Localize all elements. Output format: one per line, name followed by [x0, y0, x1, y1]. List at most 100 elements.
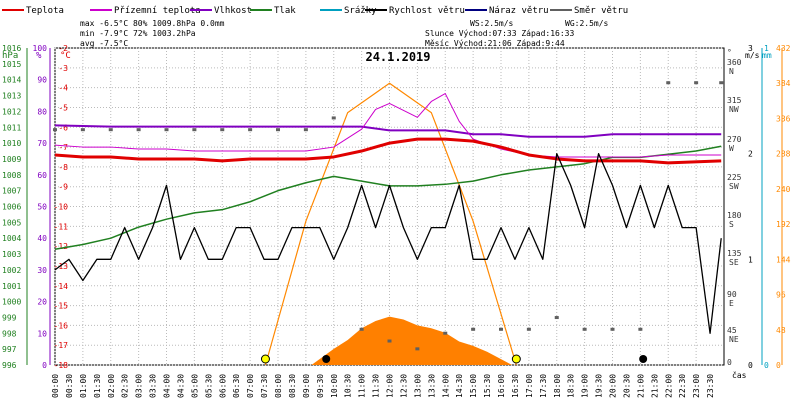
wind-direction-mark	[526, 327, 531, 331]
tick-label-time: 09:30	[316, 374, 325, 398]
wind-direction-mark	[582, 327, 587, 331]
tick-label-hpa: 997	[2, 345, 17, 354]
tick-label-time: 09:00	[302, 374, 311, 398]
tick-label-hpa: 1016	[2, 44, 21, 53]
tick-label-time: 17:30	[539, 374, 548, 398]
tick-label-pct: 40	[37, 234, 47, 243]
tick-label-time: 23:30	[706, 374, 715, 398]
axis-unit-mm: mm	[762, 51, 772, 60]
tick-label-temp: -3	[58, 64, 68, 73]
tick-label-hpa: 1006	[2, 203, 21, 212]
tick-label-time: 22:00	[664, 374, 673, 398]
axis-unit-dir: °	[727, 48, 732, 57]
radiation-line	[264, 82, 517, 366]
wind-direction-mark	[719, 81, 724, 85]
tick-label-sol: 0	[776, 361, 781, 370]
tick-label-time: 19:00	[581, 374, 590, 398]
tick-label-time: 05:00	[190, 374, 199, 398]
tick-label-dir: SW	[729, 182, 739, 191]
tick-label-time: 12:30	[399, 374, 408, 398]
tick-label-time: 10:00	[330, 374, 339, 398]
tick-label-mm: 0	[764, 361, 769, 370]
chart-title: 24.1.2019	[365, 50, 430, 64]
tick-label-pct: 10	[37, 329, 47, 338]
tick-label-hpa: 996	[2, 361, 17, 370]
tick-label-temp: -15	[54, 302, 69, 311]
tick-label-hpa: 1001	[2, 282, 21, 291]
tick-label-temp: -4	[58, 84, 68, 93]
tick-label-temp: -13	[54, 262, 69, 271]
wind-direction-mark	[610, 327, 615, 331]
tick-label-hpa: 1005	[2, 218, 21, 227]
tick-label-dir: 315	[727, 96, 742, 105]
legend-label: Směr větru	[574, 6, 628, 16]
tick-label-pct: 70	[37, 139, 47, 148]
axis-unit-pct: %	[36, 51, 42, 61]
tick-label-time: 11:00	[358, 374, 367, 398]
tick-label-hpa: 1004	[2, 234, 21, 243]
tick-label-dir: 45	[727, 326, 737, 335]
tick-label-time: 02:00	[107, 374, 116, 398]
tick-label-temp: -6	[58, 123, 68, 132]
tick-label-temp: -17	[54, 341, 69, 350]
tick-label-pct: 80	[37, 107, 47, 116]
wind-direction-mark	[303, 128, 308, 132]
wind-direction-mark	[554, 316, 559, 320]
tick-label-pct: 20	[37, 298, 47, 307]
tick-label-time: 22:30	[678, 374, 687, 398]
tick-label-hpa: 1007	[2, 187, 21, 196]
tick-label-time: 02:30	[121, 374, 130, 398]
tick-label-sol: 48	[776, 326, 786, 335]
tick-label-time: 07:00	[246, 374, 255, 398]
tick-label-dir: 225	[727, 173, 742, 182]
axis-unit-hpa: hPa	[2, 51, 18, 61]
tick-label-pct: 0	[42, 361, 47, 370]
tick-label-temp: -7	[58, 143, 68, 152]
series-line-rychlostvtru	[54, 153, 722, 334]
stat-ws: WS:2.5m/s	[470, 19, 514, 28]
tick-label-time: 03:00	[135, 374, 144, 398]
tick-label-time: 13:30	[427, 374, 436, 398]
tick-label-time: 16:30	[511, 374, 520, 398]
tick-label-hpa: 1010	[2, 139, 21, 148]
legend-label: Srážky	[344, 6, 377, 16]
tick-label-time: 06:30	[232, 374, 241, 398]
tick-label-time: 13:00	[413, 374, 422, 398]
tick-label-hpa: 1008	[2, 171, 21, 180]
stat-max: max -6.5°C 80% 1009.8hPa 0.0mm	[80, 19, 225, 28]
tick-label-ms: 3	[748, 44, 753, 53]
wind-direction-mark	[80, 128, 85, 132]
axis-label-time: čas	[732, 370, 747, 380]
tick-label-time: 19:30	[595, 374, 604, 398]
tick-label-hpa: 1012	[2, 107, 21, 116]
wind-direction-mark	[443, 331, 448, 335]
stat-avg: avg -7.5°C	[80, 39, 128, 48]
tick-label-temp: -18	[54, 361, 69, 370]
wind-direction-mark	[248, 128, 253, 132]
wind-direction-mark	[164, 128, 169, 132]
tick-label-time: 10:30	[344, 374, 353, 398]
legend-label: Náraz větru	[489, 6, 549, 16]
series-line-vlhkost	[54, 124, 722, 138]
tick-label-dir: E	[729, 299, 734, 308]
sunset-marker	[511, 354, 521, 364]
tick-label-time: 21:30	[650, 374, 659, 398]
tick-label-dir: N	[729, 67, 734, 76]
tick-label-sol: 240	[776, 185, 791, 194]
tick-label-time: 00:30	[65, 374, 74, 398]
tick-label-time: 08:30	[288, 374, 297, 398]
tick-label-hpa: 1015	[2, 60, 21, 69]
tick-label-temp: -16	[54, 321, 69, 330]
tick-label-time: 11:30	[372, 374, 381, 398]
wind-direction-mark	[694, 81, 699, 85]
wind-direction-mark	[53, 128, 57, 132]
legend-label: Tlak	[274, 6, 296, 16]
tick-label-sol: 192	[776, 220, 791, 229]
tick-label-hpa: 1009	[2, 155, 21, 164]
tick-label-temp: -5	[58, 103, 68, 112]
axis-unit-temp: °C	[60, 51, 71, 61]
axis-unit-ms: m/s	[745, 51, 760, 60]
tick-label-temp: -10	[54, 203, 69, 212]
